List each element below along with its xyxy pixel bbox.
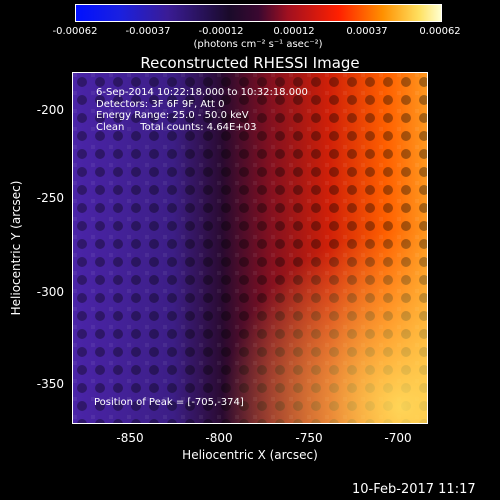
colorbar-tick: -0.00037 <box>125 26 171 37</box>
clean-counts: Clean Total counts: 4.64E+03 <box>96 121 257 133</box>
y-tick: -300 <box>36 285 64 299</box>
energy-range: Energy Range: 25.0 - 50.0 keV <box>96 110 249 121</box>
y-axis-label: Heliocentric Y (arcsec) <box>9 180 23 316</box>
colorbar-tick: -0.00062 <box>52 26 98 37</box>
y-tick: -200 <box>36 103 64 117</box>
x-axis-label: Heliocentric X (arcsec) <box>182 448 318 462</box>
y-tick: -350 <box>36 377 64 391</box>
colorbar-unit: (photons cm⁻² s⁻¹ asec⁻²) <box>193 39 323 50</box>
x-tick: -700 <box>384 431 412 445</box>
colorbar <box>75 4 442 22</box>
rhessi-image <box>72 72 428 424</box>
colorbar-tick: 0.00037 <box>346 26 388 37</box>
generation-date: 10-Feb-2017 11:17 <box>352 482 476 497</box>
colorbar-tick: 0.00012 <box>273 26 315 37</box>
x-tick: -750 <box>295 431 323 445</box>
info-block: 6-Sep-2014 10:22:18.000 to 10:32:18.000 … <box>96 87 308 133</box>
detectors: Detectors: 3F 6F 9F, Att 0 <box>96 98 225 110</box>
time-range: 6-Sep-2014 10:22:18.000 to 10:32:18.000 <box>96 87 308 98</box>
peak-position: Position of Peak = [-705,-374] <box>94 397 244 408</box>
colorbar-tick: 0.00062 <box>419 26 461 37</box>
x-tick: -800 <box>205 431 233 445</box>
y-tick: -250 <box>36 191 64 205</box>
image-title: Reconstructed RHESSI Image <box>140 54 360 72</box>
image-canvas <box>73 73 427 423</box>
x-tick: -850 <box>116 431 144 445</box>
colorbar-tick: -0.00012 <box>198 26 244 37</box>
